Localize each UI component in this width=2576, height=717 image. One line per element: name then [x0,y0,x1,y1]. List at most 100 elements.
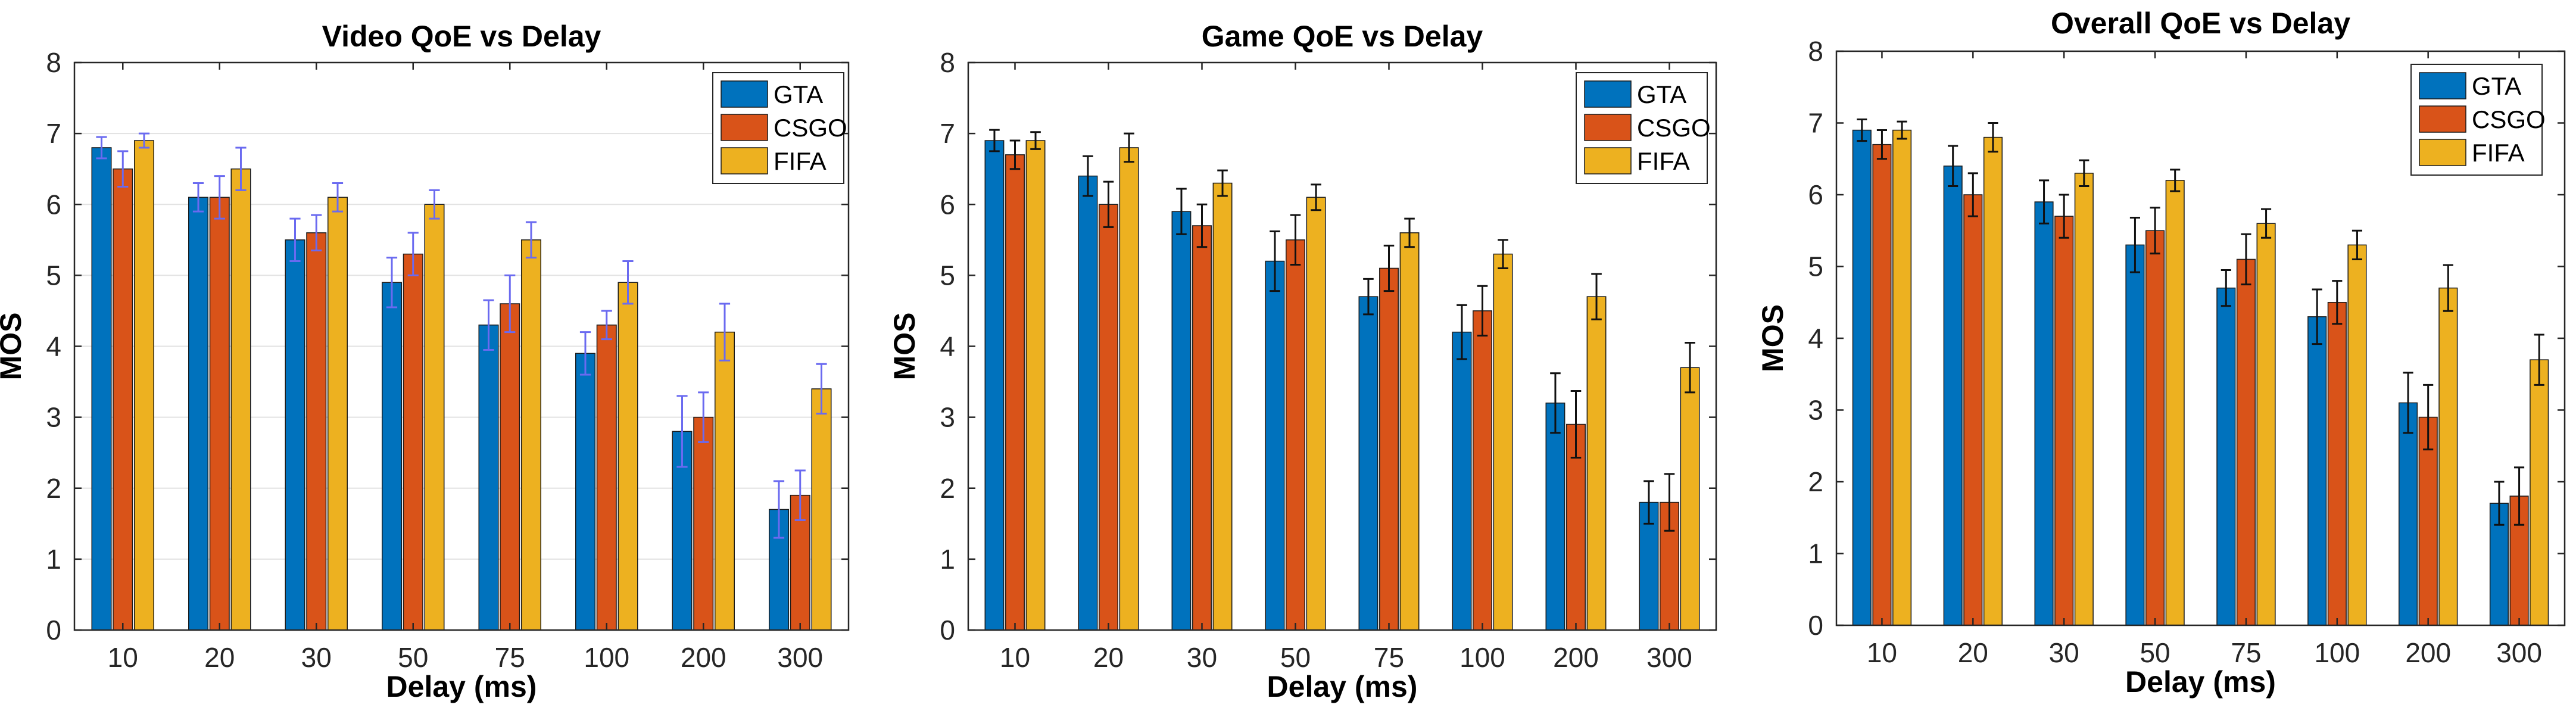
legend-swatch-csgo [2419,105,2466,133]
error-bar-csgo-20 [214,175,225,220]
legend-label-csgo: CSGO [774,114,847,142]
bar-fifa-30 [328,197,348,631]
y-tick-label: 0 [940,615,955,646]
error-bar-csgo-100 [2332,280,2343,325]
error-bar-fifa-75 [1404,217,1415,248]
error-bar-gta-20 [1083,155,1093,197]
bar-gta-10 [1852,129,1872,626]
bar-fifa-20 [1119,147,1139,631]
error-bar-gta-30 [1176,188,1187,235]
y-tick-label: 4 [1808,323,1823,354]
bar-fifa-200 [715,331,735,631]
bar-gta-200 [1545,403,1565,631]
game-qoe-chart: 0 1 2 3 4 5 6 7 8 10 20 30 50 75 100 200 300 Game QoE vs … [888,20,1717,703]
error-bar-csgo-75 [1383,244,1395,292]
bar-gta-75 [1358,296,1379,631]
error-bar-gta-20 [192,182,204,213]
error-bar-csgo-200 [698,391,709,443]
y-tick-label: 8 [46,47,61,78]
error-bar-gta-300 [773,480,785,539]
bar-gta-200 [2399,402,2418,626]
error-bar-csgo-200 [2423,384,2434,451]
bar-gta-100 [2307,316,2327,626]
legend-swatch-gta [1584,80,1632,108]
error-bar-csgo-10 [1876,129,1887,160]
bar-csgo-75 [2236,258,2256,626]
bar-fifa-50 [2165,180,2185,626]
bar-csgo-20 [209,197,230,631]
bar-csgo-10 [113,168,133,631]
error-bar-gta-10 [96,136,107,160]
bar-csgo-100 [2327,302,2347,626]
legend-label-gta: GTA [774,80,823,108]
bar-gta-75 [478,325,499,631]
bar-csgo-200 [1566,423,1586,631]
error-bar-csgo-10 [1009,139,1021,170]
error-bar-fifa-50 [2170,169,2181,192]
error-bar-fifa-30 [1217,169,1228,197]
y-tick-label: 6 [940,189,955,220]
x-tick-label: 50 [2140,637,2170,668]
legend-label-gta: GTA [1637,80,1686,108]
bar-csgo-100 [596,325,617,631]
x-tick-label: 50 [398,642,428,673]
x-tick-label: 200 [1553,642,1599,673]
bar-fifa-30 [2074,173,2094,626]
bar-fifa-20 [230,168,251,631]
error-bar-csgo-10 [117,150,129,188]
legend-swatch-gta [2419,72,2466,99]
error-bar-fifa-10 [138,132,150,149]
bar-fifa-200 [2438,287,2458,626]
x-tick-label: 100 [2314,637,2360,668]
bar-fifa-50 [1306,197,1326,631]
x-tick-label: 75 [495,642,525,673]
error-bar-fifa-300 [1685,342,1695,394]
error-bar-csgo-200 [1570,390,1582,459]
error-bar-gta-200 [676,395,688,468]
x-tick-label: 10 [108,642,138,673]
y-tick-label: 2 [940,473,955,504]
y-tick-label: 1 [46,544,61,575]
error-bar-gta-20 [1948,145,1958,188]
error-bar-gta-100 [2312,288,2322,345]
bar-fifa-100 [1493,253,1513,631]
error-bar-csgo-300 [1664,473,1675,532]
x-axis-label: Delay (ms) [1267,670,1418,703]
y-tick-label: 1 [1808,538,1823,569]
error-bar-fifa-10 [1030,131,1041,150]
bar-fifa-10 [1025,140,1046,631]
error-bar-gta-300 [1643,480,1654,525]
y-tick-label: 3 [1808,395,1823,426]
error-bar-fifa-20 [1124,132,1134,163]
y-tick-label: 5 [46,260,61,291]
y-tick-label: 8 [1808,36,1823,67]
y-tick-label: 6 [1808,179,1823,210]
error-bar-gta-30 [2038,179,2050,225]
error-bar-csgo-75 [504,274,516,333]
bar-fifa-75 [1399,232,1420,631]
legend-swatch-fifa [721,147,768,174]
error-bar-fifa-100 [622,260,634,305]
y-tick-label: 7 [46,118,61,149]
error-bar-fifa-30 [2079,159,2090,188]
error-bar-gta-75 [2221,269,2231,307]
bar-gta-20 [1943,166,1963,626]
error-bar-fifa-200 [719,303,731,361]
error-bar-fifa-20 [1988,122,1998,153]
x-tick-label: 30 [1187,642,1217,673]
error-bar-fifa-20 [235,146,247,191]
legend-label-fifa: FIFA [2472,139,2525,167]
bar-fifa-300 [1680,367,1700,631]
bar-csgo-75 [1379,267,1399,631]
bar-gta-100 [575,353,595,631]
error-bar-fifa-200 [1591,273,1602,320]
error-bar-gta-50 [386,257,398,308]
bar-fifa-100 [618,282,638,631]
error-bar-csgo-50 [2150,207,2160,255]
x-tick-label: 30 [2049,637,2079,668]
x-tick-label: 200 [681,642,726,673]
legend-label-gta: GTA [2472,72,2521,100]
bar-csgo-50 [403,253,423,631]
error-bar-csgo-20 [1967,172,1978,217]
x-tick-label: 300 [1646,642,1692,673]
